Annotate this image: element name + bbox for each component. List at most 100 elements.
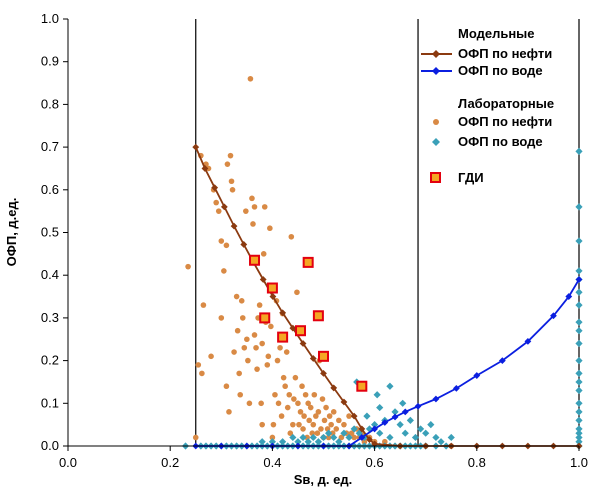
lab-oil-point: [213, 199, 219, 206]
lab-water-point: [575, 339, 583, 348]
lab-water-point: [399, 399, 407, 407]
lab-water-point: [376, 403, 384, 412]
legend-lab-water-marker: [432, 138, 440, 146]
lab-oil-point: [319, 396, 326, 402]
lab-water-point: [575, 369, 583, 378]
lab-water-point: [437, 438, 445, 446]
lab-water-point: [575, 327, 583, 335]
legend-model-water-label: ОФП по воде: [458, 63, 543, 78]
model-oil-point: [201, 165, 209, 172]
lab-water-point: [279, 438, 287, 446]
lab-oil-point: [234, 327, 241, 334]
lab-oil-point: [310, 421, 317, 428]
lab-water-point: [406, 416, 414, 424]
y-axis-title: ОФП, д.ед.: [4, 198, 19, 267]
lab-water-point: [575, 386, 583, 395]
lab-oil-point: [272, 391, 278, 398]
gdi-point: [312, 310, 324, 322]
lab-oil-point: [259, 421, 265, 428]
x-tick-label: 1.0: [570, 455, 588, 470]
lab-water-point: [575, 147, 583, 155]
lab-water-point: [427, 421, 435, 429]
lab-oil-point: [253, 344, 259, 351]
model-water-line: [195, 279, 580, 447]
lab-oil-point: [283, 349, 290, 355]
model-oil-point: [230, 222, 238, 230]
model-oil-point: [358, 425, 366, 433]
model-oil-point: [330, 384, 338, 392]
lab-water-point: [575, 378, 583, 386]
x-axis-title: Sв, д. ед.: [294, 472, 352, 487]
lab-oil-point: [256, 302, 263, 308]
lab-oil-point: [244, 336, 250, 343]
lab-water-point: [575, 399, 583, 407]
lab-oil-point: [195, 362, 202, 368]
lab-oil-point: [192, 434, 199, 441]
x-tick-label: 0.2: [161, 455, 179, 470]
y-tick-label: 0.4: [41, 267, 59, 282]
legend: Модельные ОФП по нефти ОФП по воде Лабор…: [421, 26, 554, 185]
lab-oil-point: [351, 434, 357, 441]
lab-water-point: [268, 438, 276, 446]
lab-water-point: [416, 425, 425, 433]
lab-oil-point: [323, 404, 329, 411]
lab-oil-point: [288, 233, 295, 240]
lab-oil-point: [270, 421, 277, 428]
lab-oil-point: [259, 340, 265, 347]
legend-model-oil-marker: [432, 50, 440, 58]
model-water-point: [498, 357, 506, 364]
y-tick-label: 1.0: [41, 11, 59, 26]
lab-oil-point: [237, 391, 244, 398]
lab-oil-point: [229, 187, 236, 193]
lab-oil-point: [290, 421, 296, 428]
model-oil-line: [194, 146, 579, 447]
lab-water-point: [373, 391, 381, 399]
lab-oil-point: [241, 344, 248, 351]
axes-layer: 0.0 0.1 0.2 0.3 0.4 0.5 0.6 0.7 0.8 0.9 1.0 0.0 0.2 0…: [41, 11, 588, 470]
legend-lab-oil-marker: [433, 119, 439, 125]
lab-water-point: [340, 429, 348, 437]
y-tick-label: 0.5: [41, 225, 59, 240]
lab-oil-point: [286, 391, 293, 398]
legend-group-model: Модельные: [458, 26, 535, 41]
lab-oil-point: [228, 178, 235, 185]
lab-oil-point: [297, 409, 304, 415]
lab-water-point: [304, 438, 312, 446]
lab-oil-point: [250, 221, 256, 227]
model-oil-point: [299, 340, 307, 347]
model-water-point: [550, 312, 557, 320]
lab-oil-point: [233, 293, 240, 300]
lab-water-point: [411, 433, 420, 442]
lab-oil-point: [227, 152, 234, 159]
legend-gdi-marker: [430, 172, 441, 183]
model-oil-point: [259, 276, 267, 283]
lab-oil-point: [348, 430, 355, 436]
lab-water-point: [575, 438, 583, 446]
lab-oil-point: [226, 409, 232, 415]
model-oil-point: [366, 436, 373, 443]
lab-oil-point: [296, 421, 302, 428]
lab-oil-point: [243, 208, 249, 214]
model-oil-point: [192, 143, 200, 151]
lab-water-point: [386, 382, 394, 390]
lab-oil-point: [382, 438, 388, 445]
model-water-point: [452, 384, 460, 392]
legend-group-lab: Лабораторные: [458, 96, 554, 111]
x-tick-label: 0.0: [59, 455, 77, 470]
lab-water-point: [575, 301, 583, 309]
lab-water-point: [363, 412, 371, 420]
model-oil-point: [350, 412, 358, 420]
lab-oil-point: [251, 332, 258, 338]
model-water-point: [391, 413, 399, 421]
lab-oil-point: [305, 400, 311, 407]
y-tick-label: 0.1: [41, 395, 59, 410]
lab-oil-point: [238, 298, 245, 304]
gdi-point: [295, 325, 307, 337]
y-tick-label: 0.2: [41, 353, 59, 368]
gdi-point: [259, 312, 271, 324]
gdi-point: [318, 350, 329, 362]
model-water-point: [575, 276, 583, 283]
lab-oil-point: [336, 417, 342, 424]
lab-oil-point: [328, 421, 334, 428]
lab-water-point: [330, 433, 338, 442]
